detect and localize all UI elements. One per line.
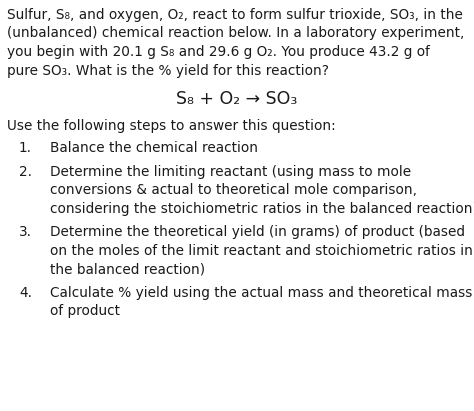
Text: of product: of product	[50, 304, 120, 318]
Text: S₈ + O₂ → SO₃: S₈ + O₂ → SO₃	[176, 90, 298, 108]
Text: 1.: 1.	[19, 141, 32, 155]
Text: Use the following steps to answer this question:: Use the following steps to answer this q…	[7, 118, 336, 132]
Text: on the moles of the limit reactant and stoichiometric ratios in: on the moles of the limit reactant and s…	[50, 243, 473, 258]
Text: conversions & actual to theoretical mole comparison,: conversions & actual to theoretical mole…	[50, 183, 417, 197]
Text: the balanced reaction): the balanced reaction)	[50, 262, 205, 276]
Text: Determine the theoretical yield (in grams) of product (based: Determine the theoretical yield (in gram…	[50, 225, 465, 239]
Text: you begin with 20.1 g S₈ and 29.6 g O₂. You produce 43.2 g of: you begin with 20.1 g S₈ and 29.6 g O₂. …	[7, 45, 430, 59]
Text: 4.: 4.	[19, 286, 32, 300]
Text: Sulfur, S₈, and oxygen, O₂, react to form sulfur trioxide, SO₃, in the: Sulfur, S₈, and oxygen, O₂, react to for…	[7, 8, 463, 22]
Text: (unbalanced) chemical reaction below. In a laboratory experiment,: (unbalanced) chemical reaction below. In…	[7, 26, 465, 41]
Text: pure SO₃. What is the % yield for this reaction?: pure SO₃. What is the % yield for this r…	[7, 64, 329, 78]
Text: Determine the limiting reactant (using mass to mole: Determine the limiting reactant (using m…	[50, 164, 411, 178]
Text: Calculate % yield using the actual mass and theoretical mass: Calculate % yield using the actual mass …	[50, 286, 473, 300]
Text: 2.: 2.	[19, 164, 32, 178]
Text: 3.: 3.	[19, 225, 32, 239]
Text: considering the stoichiometric ratios in the balanced reaction): considering the stoichiometric ratios in…	[50, 201, 474, 215]
Text: Balance the chemical reaction: Balance the chemical reaction	[50, 141, 258, 155]
